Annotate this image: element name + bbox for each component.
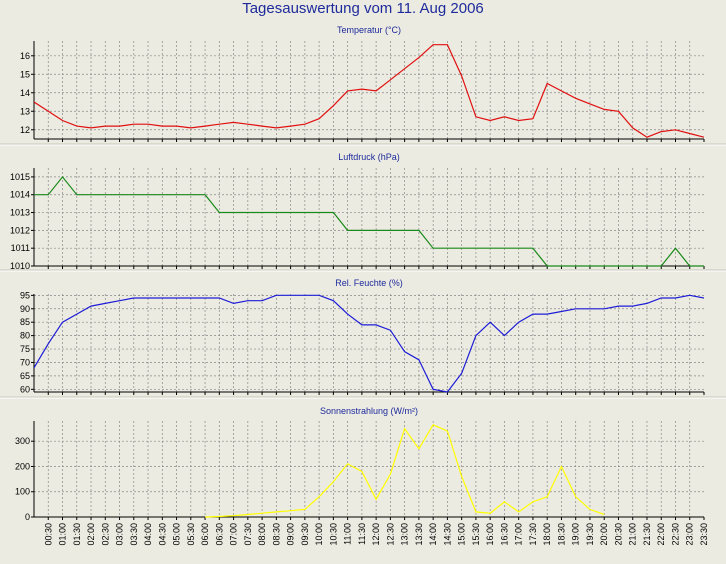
- x-tick-label: 18:00: [542, 523, 552, 546]
- y-tick-label: 15: [20, 69, 30, 79]
- x-tick-label: 07:00: [229, 523, 239, 546]
- x-tick-label: 10:30: [328, 523, 338, 546]
- y-tick-label: 90: [20, 304, 30, 314]
- x-tick-label: 15:00: [457, 523, 467, 546]
- x-tick-label: 13:00: [400, 523, 410, 546]
- y-tick-label: 1015: [10, 172, 30, 182]
- y-tick-label: 1014: [10, 190, 30, 200]
- y-tick-label: 65: [20, 371, 30, 381]
- y-tick-label: 100: [15, 487, 30, 497]
- x-tick-label: 17:30: [528, 523, 538, 546]
- x-tick-label: 09:30: [300, 523, 310, 546]
- y-tick-label: 60: [20, 384, 30, 394]
- y-tick-label: 70: [20, 357, 30, 367]
- x-tick-label: 15:30: [471, 523, 481, 546]
- x-tick-label: 21:30: [642, 523, 652, 546]
- x-tick-label: 19:00: [571, 523, 581, 546]
- x-tick-label: 20:00: [599, 523, 609, 546]
- x-tick-label: 08:00: [257, 523, 267, 546]
- y-tick-label: 95: [20, 290, 30, 300]
- x-tick-label: 06:00: [200, 523, 210, 546]
- x-tick-label: 03:30: [129, 523, 139, 546]
- plot-area: [34, 421, 704, 517]
- x-tick-label: 04:00: [143, 523, 153, 546]
- x-tick-label: 14:30: [442, 523, 452, 546]
- series-line: [205, 424, 605, 518]
- x-tick-label: 19:30: [585, 523, 595, 546]
- x-tick-label: 05:30: [186, 523, 196, 546]
- y-tick-label: 80: [20, 331, 30, 341]
- x-tick-label: 04:30: [157, 523, 167, 546]
- y-tick-label: 1013: [10, 208, 30, 218]
- x-tick-label: 13:30: [414, 523, 424, 546]
- series-line: [34, 294, 704, 393]
- plot-area: [34, 294, 704, 392]
- x-tick-label: 22:00: [656, 523, 666, 546]
- x-tick-label: 17:00: [514, 523, 524, 546]
- x-tick-label: 22:30: [670, 523, 680, 546]
- x-tick-label: 03:00: [115, 523, 125, 546]
- x-tick-label: 11:00: [343, 523, 353, 545]
- y-tick-label: 13: [20, 106, 30, 116]
- panel-title: Luftdruck (hPa): [338, 152, 400, 162]
- y-tick-label: 1010: [10, 261, 30, 271]
- panel-sonnenstrahlung: Sonnenstrahlung (W/m²) 0 100 200 300: [15, 406, 705, 522]
- x-tick-label: 01:30: [72, 523, 82, 546]
- series-line: [34, 175, 704, 267]
- x-axis-labels: 00:30 01:00 01:30 02:00 02:30 03:00 03:30 04:00…: [43, 523, 709, 546]
- panel-title: Temperatur (°C): [337, 25, 401, 35]
- panel-title: Sonnenstrahlung (W/m²): [320, 406, 418, 416]
- x-tick-label: 07:30: [243, 523, 253, 546]
- page-title: Tagesauswertung vom 11. Aug 2006: [242, 0, 484, 17]
- y-tick-label: 0: [25, 512, 30, 522]
- x-tick-label: 02:00: [86, 523, 96, 546]
- x-tick-label: 16:30: [499, 523, 509, 546]
- x-tick-label: 05:00: [172, 523, 182, 546]
- x-tick-label: 23:30: [699, 523, 709, 546]
- x-tick-label: 18:30: [556, 523, 566, 546]
- plot-area: [34, 168, 704, 266]
- x-tick-label: 14:00: [428, 523, 438, 546]
- panel-temperatur: Temperatur (°C) 12 13 14 15 16: [20, 25, 705, 142]
- x-tick-label: 21:00: [628, 523, 638, 546]
- panel-title: Rel. Feuchte (%): [335, 278, 403, 288]
- x-tick-label: 09:00: [286, 523, 296, 546]
- y-tick-label: 85: [20, 317, 30, 327]
- panel-feuchte: Rel. Feuchte (%) 60 65 70 75 80 85 90 95: [20, 278, 705, 395]
- panel-luftdruck: Luftdruck (hPa) 1010 1011 1012 1013 1014 1015: [10, 152, 705, 271]
- x-tick-label: 01:00: [58, 523, 68, 546]
- x-tick-label: 20:30: [613, 523, 623, 546]
- y-tick-label: 12: [20, 125, 30, 135]
- y-tick-label: 200: [15, 461, 30, 471]
- x-tick-label: 00:30: [43, 523, 53, 546]
- y-tick-label: 16: [20, 51, 30, 61]
- x-tick-label: 23:00: [685, 523, 695, 546]
- y-tick-label: 1012: [10, 225, 30, 235]
- y-tick-label: 300: [15, 436, 30, 446]
- x-tick-label: 10:00: [314, 523, 324, 546]
- y-tick-label: 1011: [11, 243, 30, 253]
- x-tick-label: 16:00: [485, 523, 495, 546]
- y-tick-label: 75: [20, 344, 30, 354]
- y-tick-label: 14: [20, 88, 30, 98]
- series-line: [34, 44, 704, 138]
- x-tick-label: 08:30: [271, 523, 281, 546]
- x-tick-label: 12:30: [385, 523, 395, 546]
- x-tick-label: 06:30: [214, 523, 224, 546]
- x-tick-label: 12:00: [371, 523, 381, 546]
- x-tick-label: 11:30: [357, 523, 367, 545]
- x-tick-label: 02:30: [100, 523, 110, 546]
